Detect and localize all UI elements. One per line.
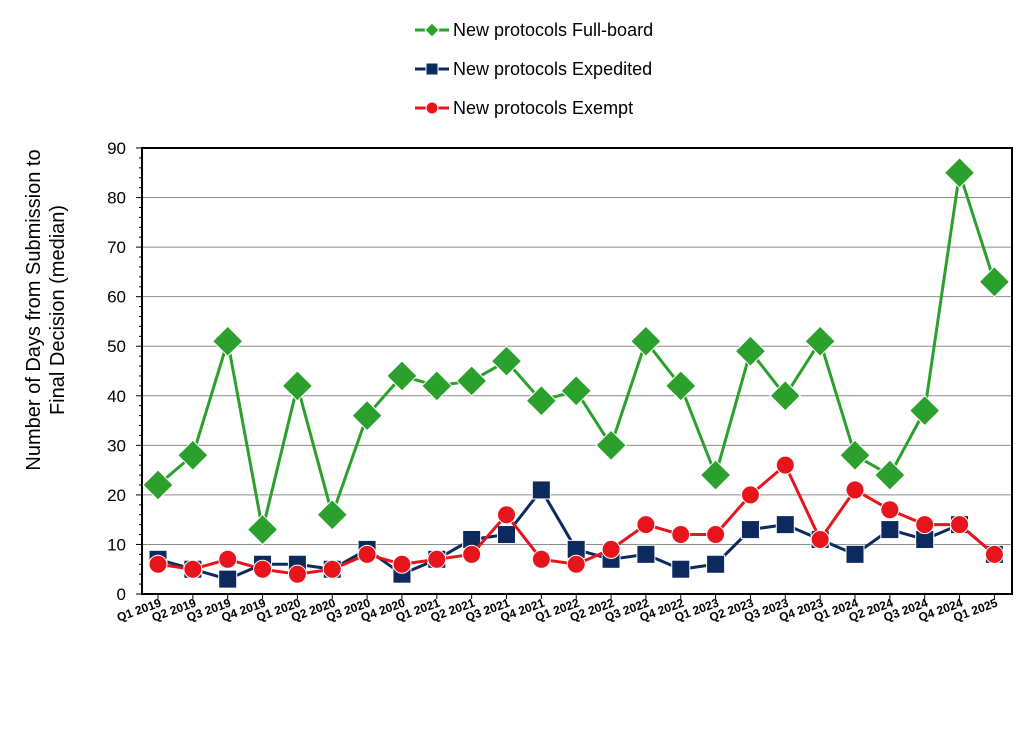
data-point-new-protocols-exempt-q3-2023 xyxy=(775,455,795,475)
data-point-new-protocols-exempt-q3-2019 xyxy=(218,549,238,569)
data-point-new-protocols-expedited-q3-2022 xyxy=(636,544,656,564)
data-point-new-protocols-exempt-q1-2022 xyxy=(566,554,586,574)
data-point-new-protocols-expedited-q4-2022 xyxy=(671,559,691,579)
data-point-new-protocols-full-board-q2-2021 xyxy=(455,365,488,397)
data-point-new-protocols-full-board-q2-2019 xyxy=(177,439,209,471)
data-point-new-protocols-expedited-q2-2024 xyxy=(880,520,900,540)
y-tick-label-70: 70 xyxy=(107,238,126,257)
legend-item-new-protocols-exempt: New protocols Exempt xyxy=(415,98,633,118)
data-point-new-protocols-full-board-q3-2020 xyxy=(351,399,383,432)
data-point-new-protocols-full-board-q4-2024 xyxy=(943,157,976,189)
y-tick-label-80: 80 xyxy=(107,189,126,208)
data-point-new-protocols-full-board-q4-2022 xyxy=(665,370,697,402)
y-tick-label-50: 50 xyxy=(107,337,126,356)
y-tick-label-20: 20 xyxy=(107,486,126,505)
data-point-new-protocols-expedited-q3-2023 xyxy=(775,515,795,535)
data-point-new-protocols-full-board-q4-2020 xyxy=(386,360,418,392)
data-point-new-protocols-exempt-q4-2020 xyxy=(392,554,412,574)
data-point-new-protocols-exempt-q2-2019 xyxy=(183,559,203,579)
data-point-new-protocols-exempt-q4-2022 xyxy=(671,525,691,545)
data-point-new-protocols-exempt-q4-2021 xyxy=(531,549,551,569)
plot-area xyxy=(142,157,1011,589)
y-tick-label-90: 90 xyxy=(107,139,126,158)
data-point-new-protocols-exempt-q2-2024 xyxy=(880,500,900,520)
data-point-new-protocols-exempt-q2-2023 xyxy=(740,485,760,505)
data-point-new-protocols-full-board-q2-2024 xyxy=(874,459,906,491)
data-point-new-protocols-full-board-q3-2023 xyxy=(769,380,802,412)
data-point-new-protocols-exempt-q1-2020 xyxy=(287,564,307,584)
legend-marker-square xyxy=(425,62,439,76)
data-point-new-protocols-full-board-q1-2020 xyxy=(281,370,314,402)
data-point-new-protocols-full-board-q1-2019 xyxy=(142,469,174,501)
data-point-new-protocols-exempt-q3-2021 xyxy=(497,505,516,525)
series-new-protocols-exempt xyxy=(148,455,1004,584)
data-point-new-protocols-full-board-q3-2021 xyxy=(490,345,523,377)
data-point-new-protocols-exempt-q3-2024 xyxy=(915,515,935,535)
data-point-new-protocols-full-board-q1-2023 xyxy=(699,459,732,491)
y-tick-label-30: 30 xyxy=(107,436,126,455)
data-point-new-protocols-expedited-q1-2024 xyxy=(845,544,865,564)
data-point-new-protocols-full-board-q1-2022 xyxy=(560,375,592,407)
data-point-new-protocols-expedited-q1-2023 xyxy=(706,554,726,574)
gridlines xyxy=(141,147,1013,595)
legend-label: New protocols Exempt xyxy=(453,98,633,118)
data-point-new-protocols-full-board-q4-2023 xyxy=(804,325,836,357)
data-point-new-protocols-exempt-q1-2019 xyxy=(148,554,168,574)
y-axis-title-line: Final Decision (median) xyxy=(47,205,69,415)
data-point-new-protocols-exempt-q2-2022 xyxy=(601,539,621,559)
y-axis: 0 10 20 30 40 50 60 70 80 90 xyxy=(107,139,142,604)
data-point-new-protocols-full-board-q3-2024 xyxy=(908,394,941,427)
data-point-new-protocols-full-board-q3-2022 xyxy=(630,325,662,357)
legend-label: New protocols Expedited xyxy=(453,59,652,79)
data-point-new-protocols-full-board-q1-2024 xyxy=(839,439,871,471)
y-tick-label-60: 60 xyxy=(107,288,126,307)
data-point-new-protocols-full-board-q4-2019 xyxy=(246,513,279,546)
y-axis-title: Number of Days from Submission to Final D… xyxy=(23,149,69,470)
data-point-new-protocols-expedited-q2-2023 xyxy=(740,520,760,540)
data-point-new-protocols-exempt-q4-2024 xyxy=(950,515,970,535)
legend-item-new-protocols-expedited: New protocols Expedited xyxy=(415,59,652,79)
data-point-new-protocols-exempt-q4-2023 xyxy=(810,529,830,549)
y-tick-label-40: 40 xyxy=(107,387,126,406)
y-axis-title-line: Number of Days from Submission to xyxy=(23,149,45,470)
data-point-new-protocols-full-board-q1-2025 xyxy=(978,266,1011,298)
data-point-new-protocols-full-board-q3-2019 xyxy=(211,325,244,357)
legend-marker-circle xyxy=(425,101,439,115)
y-tick-label-0: 0 xyxy=(117,585,126,604)
legend: New protocols Full-board New protocols Ex… xyxy=(415,20,653,118)
data-point-new-protocols-exempt-q3-2020 xyxy=(357,544,377,564)
data-point-new-protocols-exempt-q2-2020 xyxy=(322,559,342,579)
plot-frame xyxy=(141,147,1013,595)
data-point-new-protocols-expedited-q3-2019 xyxy=(218,569,238,589)
data-point-new-protocols-exempt-q4-2019 xyxy=(253,559,273,579)
data-point-new-protocols-full-board-q4-2021 xyxy=(525,385,558,417)
series-line-new-protocols-full-board xyxy=(157,171,996,532)
legend-marker-diamond xyxy=(424,22,440,38)
series-new-protocols-full-board xyxy=(142,157,1011,546)
data-point-new-protocols-exempt-q1-2024 xyxy=(845,480,865,500)
data-point-new-protocols-expedited-q3-2021 xyxy=(497,525,516,545)
data-point-new-protocols-full-board-q2-2020 xyxy=(316,499,348,531)
data-point-new-protocols-full-board-q2-2022 xyxy=(595,429,627,462)
data-point-new-protocols-exempt-q1-2025 xyxy=(984,544,1004,564)
data-point-new-protocols-exempt-q2-2021 xyxy=(462,544,482,564)
data-point-new-protocols-full-board-q1-2021 xyxy=(421,370,453,402)
data-point-new-protocols-exempt-q3-2022 xyxy=(636,515,656,535)
data-point-new-protocols-exempt-q1-2021 xyxy=(427,549,447,569)
data-point-new-protocols-exempt-q1-2023 xyxy=(706,525,726,545)
data-point-new-protocols-full-board-q2-2023 xyxy=(734,335,767,367)
data-point-new-protocols-expedited-q4-2021 xyxy=(531,480,551,500)
legend-item-new-protocols-full-board: New protocols Full-board xyxy=(415,20,653,40)
legend-label: New protocols Full-board xyxy=(453,20,653,40)
y-tick-label-10: 10 xyxy=(107,535,126,554)
